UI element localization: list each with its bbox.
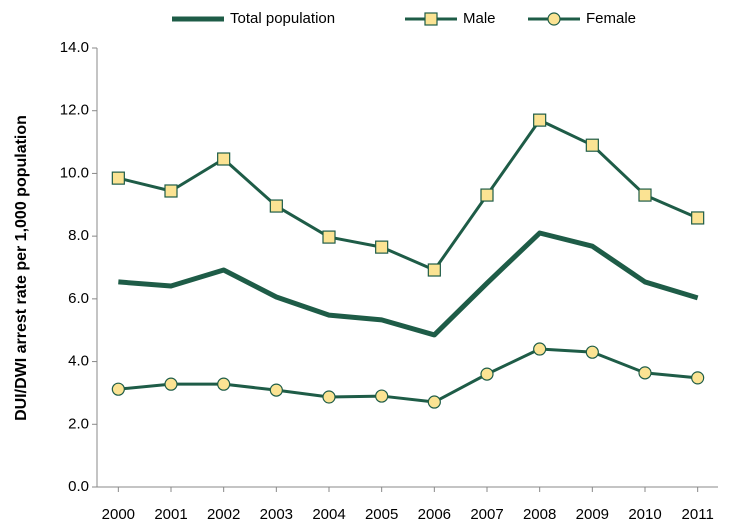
x-tick-label: 2003 (260, 506, 293, 523)
x-tick-label: 2011 (682, 506, 714, 523)
point (585, 345, 599, 359)
point (427, 263, 441, 277)
y-tick-label: 8.0 (68, 227, 89, 244)
legend-label: Male (463, 10, 496, 27)
point (691, 211, 705, 225)
y-tick-label: 4.0 (68, 353, 89, 370)
point (217, 152, 231, 166)
x-tick-label: 2004 (312, 506, 345, 523)
point (533, 342, 547, 356)
point (322, 390, 336, 404)
x-tick-label: 2009 (576, 506, 609, 523)
series-line (117, 118, 699, 272)
point (533, 113, 547, 127)
point (111, 382, 125, 396)
point (480, 188, 494, 202)
x-tick-label: 2010 (628, 506, 661, 523)
y-tick-label: 0.0 (68, 478, 89, 495)
point (164, 184, 178, 198)
point (375, 389, 389, 403)
x-tick-label: 2007 (470, 506, 503, 523)
point (269, 383, 283, 397)
x-tick-label: 2001 (154, 506, 187, 523)
point (691, 371, 705, 385)
series-line (118, 347, 698, 404)
y-tick-label: 2.0 (68, 415, 89, 432)
y-tick-label: 14.0 (60, 39, 89, 56)
point (322, 230, 336, 244)
point (480, 367, 494, 381)
y-axis-label: DUI/DWI arrest rate per 1,000 population (13, 115, 30, 421)
x-tick-label: 2002 (207, 506, 240, 523)
point (638, 366, 652, 380)
point (427, 395, 441, 409)
y-tick-label: 12.0 (60, 102, 89, 119)
y-tick-label: 6.0 (68, 290, 89, 307)
legend-label: Total population (230, 10, 335, 27)
series-line (118, 230, 699, 338)
point (269, 199, 283, 213)
point (638, 188, 652, 202)
point (217, 377, 231, 391)
legend-marker (424, 12, 438, 26)
point (164, 377, 178, 391)
point (375, 240, 389, 254)
x-tick-label: 2008 (523, 506, 556, 523)
x-tick-label: 2000 (102, 506, 135, 523)
point (111, 171, 125, 185)
legend-marker (547, 12, 561, 26)
x-tick-label: 2005 (365, 506, 398, 523)
point (585, 138, 599, 152)
x-tick-label: 2006 (418, 506, 451, 523)
y-tick-label: 10.0 (60, 164, 89, 181)
legend-label: Female (586, 10, 636, 27)
